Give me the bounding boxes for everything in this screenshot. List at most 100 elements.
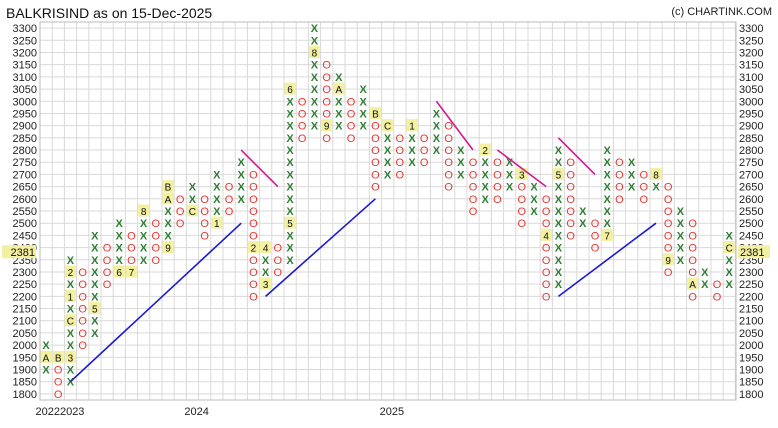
pf-o-box: O xyxy=(566,218,575,230)
pf-o-box: O xyxy=(347,108,356,120)
pf-x-box: X xyxy=(555,267,563,279)
chart-credit: (c) CHARTINK.COM xyxy=(671,6,772,18)
pf-o-box: O xyxy=(371,121,380,133)
pf-x-box: X xyxy=(116,230,124,242)
pf-x-box: X xyxy=(506,182,514,194)
pf-x-box: X xyxy=(482,194,490,206)
y-tick-label-left: 2450 xyxy=(13,230,37,242)
pf-marker-bg xyxy=(260,277,272,290)
pf-o-box: O xyxy=(542,243,551,255)
pf-o-box: O xyxy=(200,230,209,242)
y-tick-label-left: 3200 xyxy=(13,47,37,59)
pf-marker-bg xyxy=(260,241,272,254)
pf-x-box: X xyxy=(286,157,294,169)
pf-x-box: X xyxy=(628,169,636,181)
y-tick-label-left: 3250 xyxy=(13,35,37,47)
pf-marker-bg xyxy=(52,350,64,363)
pf-x-box: X xyxy=(286,182,294,194)
resistance-trendline xyxy=(240,149,279,188)
pf-o-box: O xyxy=(688,291,697,303)
pf-o-box: O xyxy=(493,194,502,206)
pf-x-box: X xyxy=(360,108,368,120)
pf-month-marker: 9 xyxy=(665,256,671,267)
pf-o-box: O xyxy=(615,157,624,169)
pf-month-marker: 3 xyxy=(68,353,74,364)
pf-x-box: X xyxy=(677,218,685,230)
pf-o-box: O xyxy=(249,279,258,291)
pf-o-box: O xyxy=(103,255,112,267)
pf-o-box: O xyxy=(615,182,624,194)
pf-x-box: X xyxy=(555,157,563,169)
resistance-trendline xyxy=(496,149,547,188)
pf-marker-bg xyxy=(284,82,296,95)
pf-x-box: X xyxy=(384,145,392,157)
pf-x-box: X xyxy=(286,169,294,181)
pf-o-box: O xyxy=(664,218,673,230)
pf-o-box: O xyxy=(249,291,258,303)
pf-o-box: O xyxy=(444,182,453,194)
pf-o-box: O xyxy=(493,169,502,181)
pf-o-box: O xyxy=(249,194,258,206)
current-price-right: 2381 xyxy=(740,247,764,259)
current-price-left: 2381 xyxy=(11,247,35,259)
pf-o-box: O xyxy=(274,267,283,279)
resistance-trendline xyxy=(435,100,474,151)
pf-o-box: O xyxy=(518,194,527,206)
pf-x-box: X xyxy=(140,243,148,255)
pf-x-box: X xyxy=(555,230,563,242)
pf-marker-bg xyxy=(479,143,491,156)
pf-month-marker: B xyxy=(165,183,172,194)
pf-month-marker: 3 xyxy=(519,170,525,181)
pf-o-box: O xyxy=(298,121,307,133)
pf-marker-bg xyxy=(162,192,174,205)
pf-o-box: O xyxy=(298,108,307,120)
y-axis-left: 3300325032003150310030503000295029002850… xyxy=(13,23,37,401)
y-tick-label-right: 2800 xyxy=(739,145,763,157)
y-tick-label-right: 2000 xyxy=(739,340,763,352)
pf-o-box: O xyxy=(664,194,673,206)
pf-marker-bg xyxy=(516,167,528,180)
pf-month-marker: 2 xyxy=(68,268,74,279)
pf-marker-bg xyxy=(284,216,296,229)
pf-o-box: O xyxy=(518,218,527,230)
pf-x-box: X xyxy=(286,194,294,206)
pf-o-box: O xyxy=(518,182,527,194)
pf-x-box: X xyxy=(433,108,441,120)
pf-marker-bg xyxy=(162,241,174,254)
pf-o-box: O xyxy=(249,169,258,181)
pf-o-box: O xyxy=(542,218,551,230)
y-tick-label-right: 1950 xyxy=(739,352,763,364)
pf-marker-bg xyxy=(406,119,418,132)
pf-x-box: X xyxy=(628,157,636,169)
y-tick-label-right: 1800 xyxy=(739,389,763,401)
pf-x-box: X xyxy=(701,279,709,291)
pf-x-box: X xyxy=(91,230,99,242)
pf-x-box: X xyxy=(433,121,441,133)
pf-marker-bg xyxy=(382,119,394,132)
pf-o-box: O xyxy=(54,377,63,389)
pf-x-box: X xyxy=(726,279,734,291)
pf-o-box: O xyxy=(420,133,429,145)
pf-month-marker: 7 xyxy=(604,231,610,242)
pf-o-box: O xyxy=(322,72,331,84)
pf-month-marker: 9 xyxy=(324,122,330,133)
pf-x-box: X xyxy=(457,157,465,169)
pf-month-marker: 9 xyxy=(165,244,171,255)
pf-o-box: O xyxy=(542,255,551,267)
pf-x-box: X xyxy=(530,206,538,218)
pf-x-box: X xyxy=(262,255,270,267)
pf-marker-bg xyxy=(540,228,552,241)
pf-x-box: X xyxy=(311,121,319,133)
pf-x-box: X xyxy=(433,145,441,157)
pf-x-box: X xyxy=(116,243,124,255)
pf-month-marker: 5 xyxy=(556,170,562,181)
pf-o-box: O xyxy=(591,218,600,230)
pf-o-box: O xyxy=(225,206,234,218)
y-tick-label-right: 2700 xyxy=(739,169,763,181)
pf-o-box: O xyxy=(371,157,380,169)
y-tick-label-left: 2050 xyxy=(13,328,37,340)
y-tick-label-right: 2550 xyxy=(739,206,763,218)
pf-x-box: X xyxy=(726,230,734,242)
pf-x-box: X xyxy=(116,255,124,267)
